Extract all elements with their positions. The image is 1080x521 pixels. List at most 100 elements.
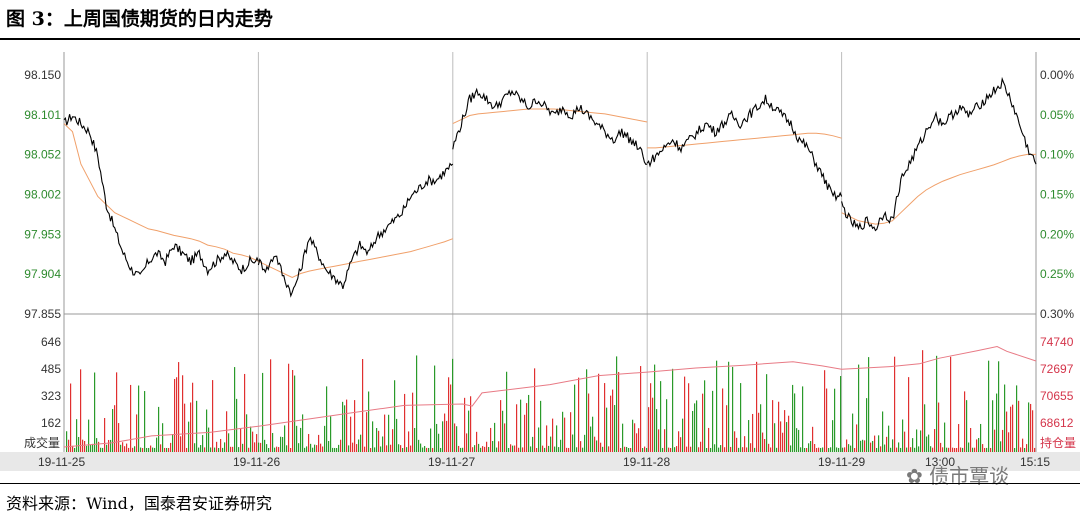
price-line-day — [646, 94, 843, 202]
volume-bar — [918, 446, 920, 452]
volume-bar — [638, 428, 640, 452]
open-interest-series — [63, 345, 1037, 448]
volume-bar — [996, 393, 998, 452]
volume-bar — [690, 446, 692, 452]
volume-bar — [892, 439, 894, 452]
volume-bar — [336, 448, 338, 452]
volume-bar — [100, 447, 102, 452]
volume-bar — [644, 446, 646, 452]
price-tick-label: 98.052 — [24, 148, 61, 162]
volume-bar — [294, 375, 296, 452]
volume-bar — [144, 391, 146, 452]
x-tick-label: 19-11-27 — [428, 455, 475, 469]
volume-bar — [582, 447, 584, 452]
price-line-day — [63, 114, 259, 277]
intraday-chart: 98.150 98.101 98.052 98.002 97.953 97.904 97.8… — [0, 52, 1080, 471]
volume-bar — [884, 444, 886, 452]
volume-bar — [458, 445, 460, 452]
volume-bar — [194, 443, 196, 452]
volume-bar — [714, 444, 716, 452]
volume-bar — [510, 444, 512, 452]
volume-bar — [400, 445, 402, 452]
open-interest-tick-label: 68612 — [1040, 416, 1074, 430]
volume-bar — [694, 403, 696, 452]
volume-bar — [808, 443, 810, 452]
x-tick-label: 19-11-28 — [623, 455, 670, 469]
volume-bar — [910, 447, 912, 452]
volume-bar — [762, 432, 764, 452]
volume-bar — [296, 425, 298, 452]
volume-bar — [614, 405, 616, 452]
volume-bar — [650, 383, 652, 452]
volume-bar — [648, 407, 650, 452]
volume-bar — [790, 445, 792, 452]
volume-bar — [398, 444, 400, 452]
volume-bar — [754, 447, 756, 452]
volume-bar — [606, 407, 608, 452]
volume-bar — [656, 409, 658, 452]
volume-bar — [568, 447, 570, 452]
volume-bar — [698, 447, 700, 452]
volume-bar — [830, 447, 832, 452]
volume-bar — [288, 363, 290, 452]
volume-bar — [584, 434, 586, 452]
volume-bar — [450, 384, 452, 452]
volume-bar — [794, 393, 796, 452]
volume-bar — [246, 414, 248, 452]
volume-bar — [154, 447, 156, 452]
volume-bar — [594, 436, 596, 452]
volume-bar — [172, 434, 174, 452]
x-tick-label: 13:00 — [925, 455, 955, 469]
volume-bar — [684, 376, 686, 452]
volume-bar — [260, 442, 262, 452]
volume-bar — [158, 406, 160, 452]
volume-bar — [102, 447, 104, 452]
volume-bar — [1018, 400, 1020, 452]
volume-bar — [362, 359, 364, 452]
volume-bar — [976, 439, 978, 452]
volume-bar — [350, 416, 352, 452]
volume-bar — [804, 447, 806, 452]
volume-bar — [98, 441, 100, 452]
volume-tick-label: 646 — [41, 335, 61, 349]
volume-bar — [534, 368, 536, 452]
volume-bar — [928, 434, 930, 452]
volume-bar — [716, 360, 718, 452]
volume-bar — [566, 447, 568, 452]
volume-bar — [1034, 447, 1036, 452]
volume-bar — [264, 439, 266, 452]
price-line-day — [452, 87, 648, 166]
volume-bar — [72, 445, 74, 452]
open-interest-tick-label: 74740 — [1040, 335, 1074, 349]
volume-bar — [134, 446, 136, 452]
average-line-day — [452, 108, 648, 125]
volume-bar — [298, 443, 300, 452]
volume-bar — [866, 398, 868, 452]
volume-bar — [1028, 402, 1030, 452]
volume-bar — [92, 443, 94, 452]
volume-bar — [498, 441, 500, 452]
volume-bar — [176, 377, 178, 452]
volume-bar — [178, 362, 180, 452]
wechat-icon: ✿ — [906, 464, 923, 488]
volume-bar — [846, 439, 848, 452]
volume-axis-label: 成交量 — [24, 435, 60, 450]
volume-bar — [432, 447, 434, 452]
top-rule — [0, 38, 1080, 40]
volume-bar — [422, 447, 424, 452]
average-line-day — [63, 123, 259, 262]
volume-bar — [958, 424, 960, 452]
volume-bar — [292, 369, 294, 452]
volume-bar — [502, 410, 504, 452]
volume-bar — [356, 444, 358, 452]
watermark-text: 债市覃谈 — [929, 464, 1010, 488]
volume-bar — [150, 445, 152, 452]
percent-tick-label: 0.05% — [1040, 108, 1074, 122]
volume-bar — [760, 404, 762, 452]
price-tick-label: 97.904 — [24, 267, 61, 281]
volume-bar — [330, 416, 332, 452]
volume-bar — [662, 447, 664, 452]
volume-bar — [210, 447, 212, 452]
volume-bar — [696, 400, 698, 452]
volume-bar — [848, 444, 850, 452]
